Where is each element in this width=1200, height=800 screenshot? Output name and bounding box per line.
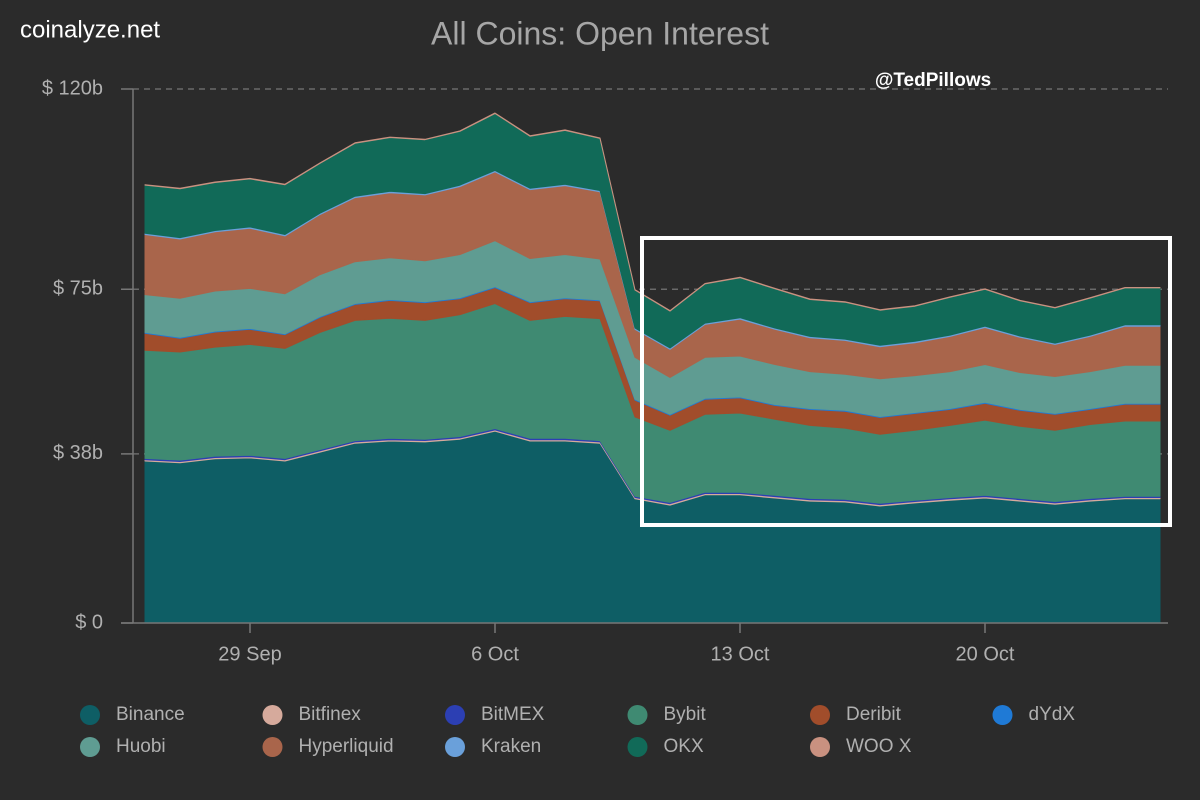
legend-label: Kraken bbox=[481, 736, 541, 757]
watermark: coinalyze.net bbox=[20, 16, 160, 43]
legend-label: Binance bbox=[116, 704, 185, 725]
x-tick-label: 6 Oct bbox=[471, 643, 519, 665]
legend-marker bbox=[810, 705, 830, 725]
legend-label: Deribit bbox=[846, 704, 902, 725]
legend-label: dYdX bbox=[1029, 704, 1076, 725]
plot-area bbox=[144, 112, 1161, 624]
annotation: @TedPillows bbox=[875, 70, 991, 91]
legend-marker bbox=[80, 737, 100, 757]
legend-label: Huobi bbox=[116, 736, 166, 757]
y-tick-label: $ 75b bbox=[53, 278, 103, 300]
highlight-box bbox=[640, 236, 1172, 527]
legend-marker bbox=[445, 705, 465, 725]
legend: Binance Bitfinex BitMEX Bybit Deribit dYdX Huo… bbox=[80, 704, 1075, 757]
y-tick-label: $ 0 bbox=[75, 611, 103, 633]
x-tick-label: 20 Oct bbox=[956, 643, 1015, 665]
y-tick-label: $ 38b bbox=[53, 442, 103, 464]
legend-marker bbox=[627, 737, 648, 757]
legend-label: Bybit bbox=[664, 704, 707, 725]
legend-marker bbox=[262, 737, 283, 757]
legend-marker bbox=[262, 705, 283, 725]
legend-marker bbox=[810, 737, 830, 757]
legend-label: Bitfinex bbox=[299, 704, 362, 725]
legend-marker bbox=[992, 705, 1013, 725]
legend-label: Hyperliquid bbox=[299, 736, 394, 757]
axes: $ 0 $ 38b $ 75b $ 120b 29 Sep 6 Oct 13 Oct 20 O… bbox=[42, 77, 1168, 665]
legend-label: OKX bbox=[664, 736, 704, 757]
legend-marker bbox=[80, 705, 100, 725]
y-tick-label: $ 120b bbox=[42, 77, 103, 99]
x-tick-label: 29 Sep bbox=[218, 643, 281, 665]
chart-title: All Coins: Open Interest bbox=[431, 15, 769, 51]
legend-label: WOO X bbox=[846, 736, 912, 757]
x-tick-label: 13 Oct bbox=[711, 643, 770, 665]
legend-label: BitMEX bbox=[481, 704, 545, 725]
legend-marker bbox=[445, 737, 465, 757]
legend-marker bbox=[627, 705, 648, 725]
area bbox=[144, 112, 1161, 312]
